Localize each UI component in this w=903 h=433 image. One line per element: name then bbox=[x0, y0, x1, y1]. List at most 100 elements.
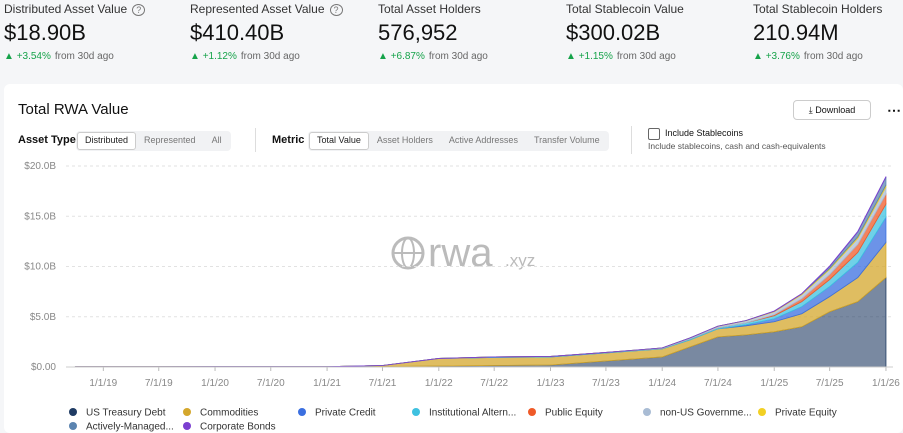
x-tick-label: 1/1/21 bbox=[313, 378, 341, 389]
x-tick-label: 7/1/25 bbox=[816, 378, 844, 389]
stat-label: Total Asset Holders bbox=[378, 2, 481, 16]
x-tick-label: 1/1/20 bbox=[201, 378, 229, 389]
watermark-suffix: .xyz bbox=[505, 251, 535, 270]
stat-value: 576,952 bbox=[378, 20, 458, 45]
up-arrow: ▲ bbox=[378, 51, 391, 62]
legend-label: Actively-Managed... bbox=[86, 422, 174, 433]
legend-swatch bbox=[183, 408, 191, 416]
stat-label-text: Represented Asset Value bbox=[190, 2, 325, 16]
legend-swatch bbox=[69, 422, 77, 430]
stat-value: $18.90B bbox=[4, 20, 86, 45]
up-arrow: ▲ bbox=[4, 51, 17, 62]
option[interactable]: All bbox=[211, 135, 222, 145]
x-tick-label: 7/1/21 bbox=[369, 378, 397, 389]
change-value: +1.12% bbox=[202, 51, 237, 62]
stat-label: Total Stablecoin Holders bbox=[753, 2, 882, 16]
divider bbox=[255, 128, 256, 152]
area bbox=[75, 176, 887, 368]
change-suffix: from 30d ago bbox=[54, 51, 114, 62]
change-suffix: from 30d ago bbox=[803, 51, 863, 62]
legend-label: Public Equity bbox=[545, 408, 603, 419]
stat-change: ▲ +1.15% from 30d ago bbox=[566, 51, 676, 62]
legend-label: Private Credit bbox=[315, 408, 376, 419]
y-tick-label: $0.00 bbox=[31, 362, 56, 373]
x-tick-label: 1/1/19 bbox=[89, 378, 117, 389]
legend-swatch bbox=[298, 408, 306, 416]
stat-change: ▲ +6.87% from 30d ago bbox=[378, 51, 488, 62]
chart: rwa .xyz $0.00 $5.0B $10.0B $15.0B $20.0B 1/1… bbox=[24, 161, 900, 433]
stat-value: $410.40B bbox=[190, 20, 285, 45]
change-suffix: from 30d ago bbox=[616, 51, 676, 62]
stat-label-text: Total Stablecoin Value bbox=[566, 2, 684, 16]
legend-swatch bbox=[412, 408, 420, 416]
change-value: +3.76% bbox=[765, 51, 800, 62]
checkbox[interactable] bbox=[648, 128, 660, 140]
stat-value: 210.94M bbox=[753, 20, 839, 45]
metric-label: Metric bbox=[272, 134, 305, 146]
stat-label: Total Stablecoin Value bbox=[566, 2, 684, 16]
change-value: +1.15% bbox=[578, 51, 613, 62]
option[interactable]: Transfer Volume bbox=[533, 135, 600, 145]
legend-label: Corporate Bonds bbox=[200, 422, 276, 433]
x-tick-label: 7/1/22 bbox=[480, 378, 508, 389]
change-suffix: from 30d ago bbox=[240, 51, 300, 62]
legend-swatch bbox=[528, 408, 536, 416]
watermark: rwa bbox=[428, 231, 493, 275]
legend-swatch bbox=[69, 408, 77, 416]
legend-swatch bbox=[643, 408, 651, 416]
legend-swatch bbox=[758, 408, 766, 416]
option[interactable]: Total Value bbox=[309, 132, 369, 150]
y-tick-label: $20.0B bbox=[24, 161, 56, 172]
option[interactable]: Asset Holders bbox=[376, 135, 433, 145]
info-icon: ? bbox=[132, 4, 146, 16]
chart-title: Total RWA Value bbox=[18, 101, 129, 118]
option[interactable]: Represented bbox=[144, 135, 196, 145]
stat-value: $300.02B bbox=[566, 20, 661, 45]
stat-label-text: Distributed Asset Value bbox=[4, 2, 128, 16]
legend-label: US Treasury Debt bbox=[86, 408, 166, 419]
up-arrow: ▲ bbox=[753, 51, 766, 62]
metric-toggle: Total Value Asset Holders Active Address… bbox=[308, 131, 609, 151]
x-tick-label: 7/1/23 bbox=[592, 378, 620, 389]
up-arrow: ▲ bbox=[566, 51, 579, 62]
option[interactable]: Distributed bbox=[77, 132, 137, 150]
checkbox-label: Include Stablecoins bbox=[665, 128, 744, 138]
legend-label: Commodities bbox=[200, 408, 258, 419]
asset-type-toggle: Distributed Represented All bbox=[76, 131, 231, 151]
legend-label: Institutional Altern... bbox=[429, 408, 516, 419]
legend-label: non-US Governme... bbox=[660, 408, 752, 419]
x-tick-label: 1/1/25 bbox=[760, 378, 788, 389]
x-tick-label: 7/1/19 bbox=[145, 378, 173, 389]
stat-change: ▲ +3.76% from 30d ago bbox=[753, 51, 863, 62]
x-tick-label: 7/1/24 bbox=[704, 378, 732, 389]
x-tick-label: 1/1/26 bbox=[872, 378, 900, 389]
stat-label: Distributed Asset Value? bbox=[4, 2, 146, 16]
divider bbox=[631, 126, 632, 154]
y-tick-label: $5.0B bbox=[30, 312, 56, 323]
y-tick-label: $15.0B bbox=[24, 211, 56, 222]
x-tick-label: 1/1/22 bbox=[425, 378, 453, 389]
x-tick-label: 1/1/23 bbox=[537, 378, 565, 389]
download-label: Download bbox=[815, 105, 856, 115]
checkbox-note: Include stablecoins, cash and cash-equiv… bbox=[648, 141, 826, 151]
download-button[interactable]: ⤓ Download bbox=[793, 100, 871, 120]
legend-swatch bbox=[183, 422, 191, 430]
change-value: +6.87% bbox=[390, 51, 425, 62]
x-tick-label: 7/1/20 bbox=[257, 378, 285, 389]
stat-change: ▲ +1.12% from 30d ago bbox=[190, 51, 300, 62]
change-suffix: from 30d ago bbox=[428, 51, 488, 62]
option[interactable]: Active Addresses bbox=[448, 135, 518, 145]
stat-label-text: Total Stablecoin Holders bbox=[753, 2, 883, 16]
asset-type-label: Asset Type bbox=[18, 134, 76, 146]
y-tick-label: $10.0B bbox=[24, 262, 56, 273]
x-tick-label: 1/1/24 bbox=[648, 378, 676, 389]
stat-change: ▲ +3.54% from 30d ago bbox=[4, 51, 114, 62]
stat-label: Represented Asset Value? bbox=[190, 2, 343, 16]
change-value: +3.54% bbox=[16, 51, 51, 62]
info-icon: ? bbox=[329, 4, 343, 16]
up-arrow: ▲ bbox=[190, 51, 203, 62]
legend-label: Private Equity bbox=[775, 408, 837, 419]
stat-label-text: Total Asset Holders bbox=[378, 2, 481, 16]
more-menu[interactable]: ⋯ bbox=[887, 102, 901, 118]
